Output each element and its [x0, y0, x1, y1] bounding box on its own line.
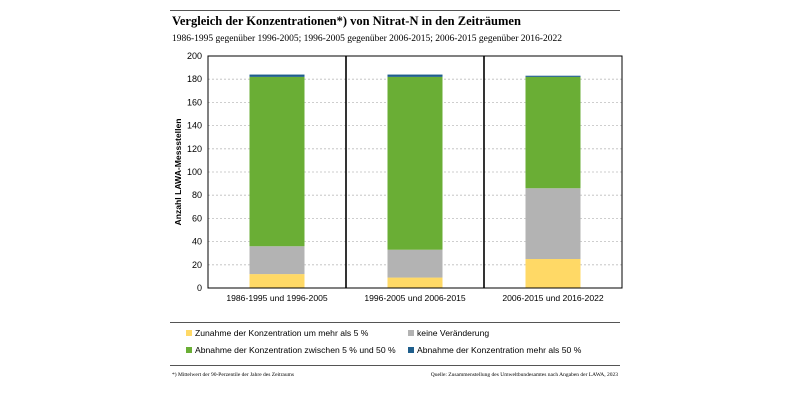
y-axis-label: Anzahl LAWA-Messstellen [173, 119, 183, 226]
legend-item-decrease-5-50: Abnahme der Konzentration zwischen 5 % u… [186, 345, 396, 355]
y-tick-label: 0 [197, 283, 202, 293]
y-tick-label: 60 [192, 213, 202, 223]
bar-1-zunahme-der-konzentration-um-mehr-als-5 [249, 274, 305, 288]
y-tick-label: 160 [187, 97, 202, 107]
bar-3-keine-ver-nderung [525, 188, 581, 259]
bar-3-zunahme-der-konzentration-um-mehr-als-5 [525, 259, 581, 288]
legend-label-no-change: keine Veränderung [417, 328, 490, 338]
y-tick-label: 80 [192, 190, 202, 200]
legend-swatch-increase [186, 330, 192, 336]
plot-frame [207, 55, 623, 289]
source-note: Quelle: Zusammenstellung des Umweltbunde… [430, 372, 618, 378]
y-tick-label: 180 [187, 74, 202, 84]
y-tick-label: 20 [192, 260, 202, 270]
y-tick-label: 40 [192, 237, 202, 247]
bar-1-abnahme-der-konzentration-zwischen-5-und-50 [249, 76, 305, 247]
legend-swatch-no-change [408, 330, 414, 336]
bar-1-abnahme-der-konzentration-mehr-als-50 [249, 74, 305, 77]
top-rule [170, 10, 620, 11]
bar-2-abnahme-der-konzentration-mehr-als-50 [387, 74, 443, 77]
bar-2-keine-ver-nderung [387, 249, 443, 278]
chart-subtitle: 1986-1995 gegenüber 1996-2005; 1996-2005… [172, 34, 562, 44]
y-tick-label: 120 [187, 144, 202, 154]
x-tick-label: 1996-2005 und 2006-2015 [364, 293, 466, 303]
legend-item-decrease-50: Abnahme der Konzentration mehr als 50 % [408, 345, 581, 355]
x-tick-label: 2006-2015 und 2016-2022 [502, 293, 604, 303]
bar-3-abnahme-der-konzentration-zwischen-5-und-50 [525, 76, 581, 189]
legend-swatch-decrease-5-50 [186, 347, 192, 353]
chart-title: Vergleich der Konzentrationen*) von Nitr… [172, 14, 521, 28]
stacked-bar-chart: 0 20 40 60 80 100 120 140 160 180 200 1986-1995 und… [173, 51, 623, 303]
y-tick-label: 100 [187, 167, 202, 177]
legend-label-decrease-5-50: Abnahme der Konzentration zwischen 5 % u… [195, 345, 396, 355]
y-tick-label: 200 [187, 51, 202, 61]
bar-2-abnahme-der-konzentration-zwischen-5-und-50 [387, 76, 443, 250]
bar-2-zunahme-der-konzentration-um-mehr-als-5 [387, 277, 443, 288]
footnote: *) Mittelwert der 90-Perzentile der Jahr… [172, 372, 295, 378]
bottom-rule [170, 365, 620, 366]
bar-1-keine-ver-nderung [249, 246, 305, 275]
legend-item-no-change: keine Veränderung [408, 328, 489, 338]
legend-item-increase: Zunahme der Konzentration um mehr als 5 … [186, 328, 368, 338]
legend-label-decrease-50: Abnahme der Konzentration mehr als 50 % [417, 345, 582, 355]
y-tick-label: 140 [187, 121, 202, 131]
legend-top-rule [170, 322, 620, 323]
x-tick-label: 1986-1995 und 1996-2005 [226, 293, 328, 303]
legend-label-increase: Zunahme der Konzentration um mehr als 5 … [195, 328, 369, 338]
legend-swatch-decrease-50 [408, 347, 414, 353]
bar-3-abnahme-der-konzentration-mehr-als-50 [525, 75, 581, 77]
